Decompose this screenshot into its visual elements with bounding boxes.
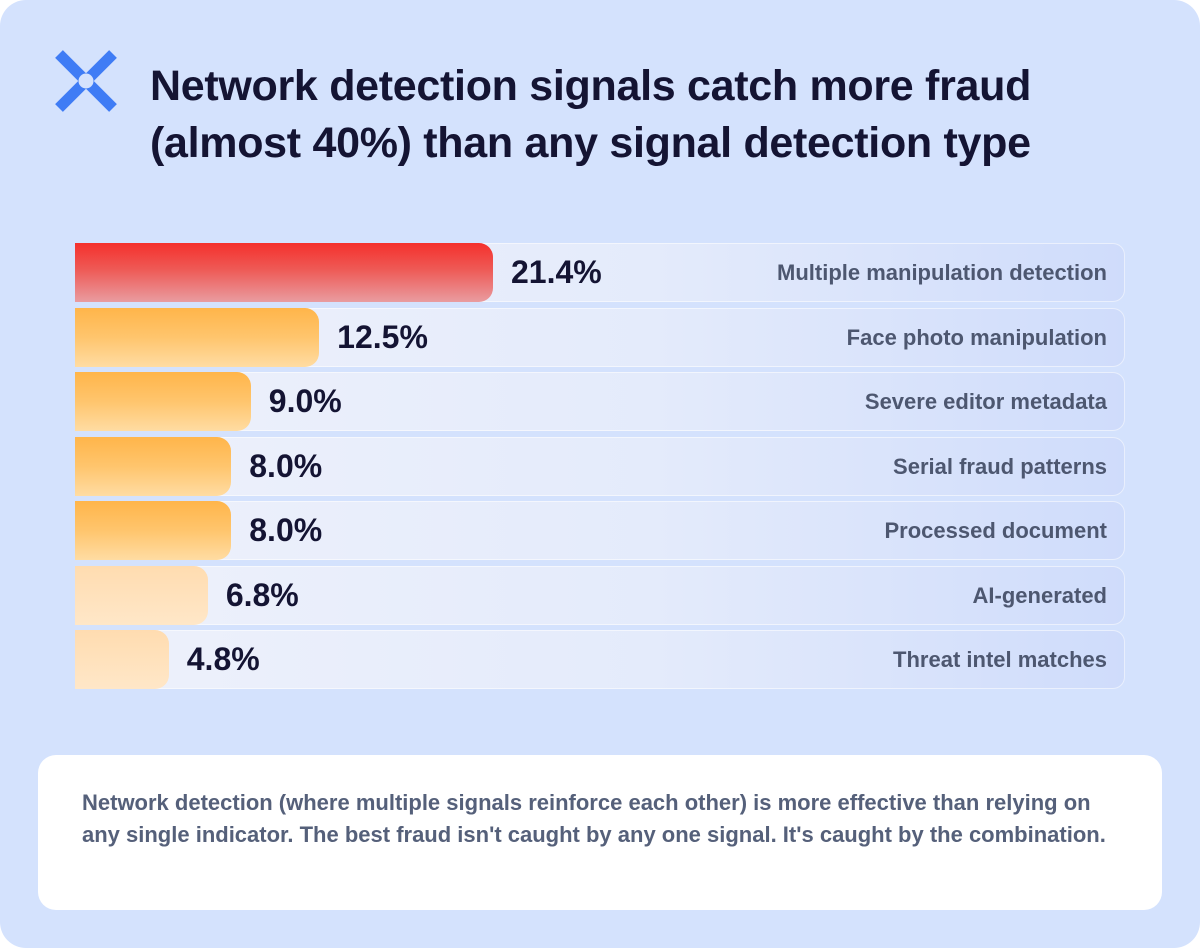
bar-chart: 21.4% Multiple manipulation detection 12.5… — [75, 243, 1125, 689]
note-text: Network detection (where multiple signal… — [82, 790, 1106, 847]
bar-row: 4.8% Threat intel matches — [75, 630, 1125, 689]
note-box: Network detection (where multiple signal… — [38, 755, 1162, 910]
bar — [75, 372, 251, 431]
bar-value-label: 4.8% — [186, 641, 260, 677]
category-label: Face photo manipulation — [846, 324, 1107, 350]
category-label: Severe editor metadata — [864, 389, 1107, 414]
x-logo-icon — [55, 50, 117, 112]
bar-value-label: 8.0% — [249, 512, 323, 548]
bar — [75, 630, 169, 689]
bar-row: 6.8% AI-generated — [75, 565, 1125, 625]
bar-value-label: 12.5% — [337, 318, 428, 355]
category-label: Serial fraud patterns — [893, 453, 1107, 479]
bar-row: 8.0% Serial fraud patterns — [75, 436, 1125, 496]
bar — [75, 243, 493, 302]
category-label: AI-generated — [972, 582, 1107, 608]
bar — [75, 436, 232, 496]
bar-value-label: 21.4% — [511, 254, 602, 290]
page-title: Network detection signals catch more fra… — [150, 62, 1032, 167]
bar — [75, 501, 232, 560]
category-label: Threat intel matches — [893, 647, 1107, 672]
bar — [75, 565, 208, 625]
bar-row: 21.4% Multiple manipulation detection — [75, 243, 1125, 302]
bar — [75, 307, 320, 367]
bar-value-label: 9.0% — [268, 383, 342, 419]
bar-row: 9.0% Severe editor metadata — [75, 372, 1125, 431]
bar-value-label: 8.0% — [249, 447, 323, 484]
bar-row: 12.5% Face photo manipulation — [75, 307, 1125, 367]
category-label: Multiple manipulation detection — [777, 260, 1107, 285]
category-label: Processed document — [884, 518, 1107, 543]
bar-value-label: 6.8% — [225, 576, 299, 613]
bar-row: 8.0% Processed document — [75, 501, 1125, 560]
